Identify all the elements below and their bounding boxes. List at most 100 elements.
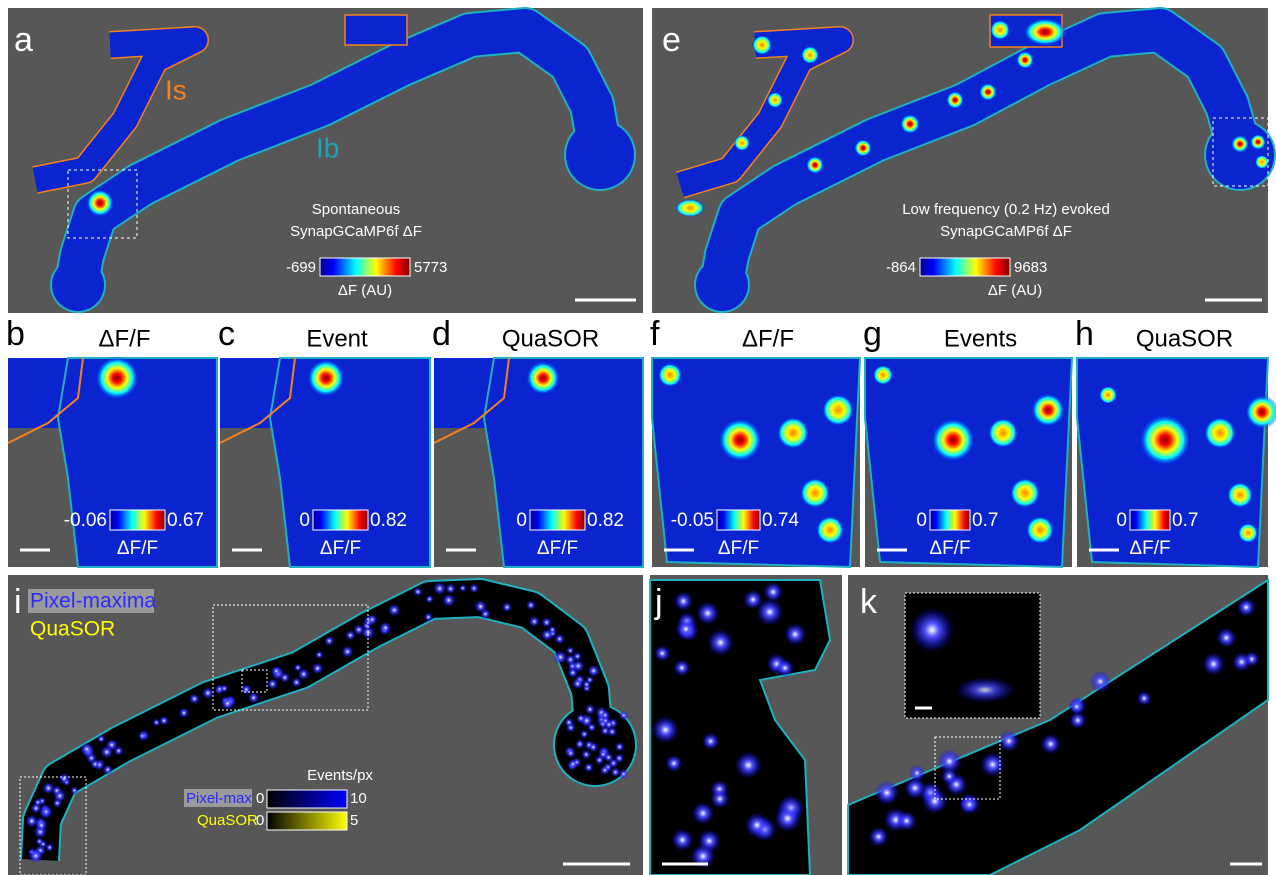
density-blob [784, 623, 806, 645]
colorbar-min: 0 [916, 510, 927, 531]
panel-letter: c [218, 315, 235, 353]
hotspot [988, 418, 1018, 448]
hotspots [675, 199, 705, 217]
colorbar [110, 510, 165, 530]
density-blob [576, 713, 586, 723]
ib-terminal [1206, 121, 1274, 189]
colorbar-title: Events/px [307, 767, 373, 784]
colorbar-min: 0 [1116, 510, 1127, 531]
panel-k: k [848, 575, 1268, 875]
density-blob [315, 650, 324, 659]
density-blob [433, 582, 446, 595]
hotspot [1204, 417, 1236, 449]
density-blob [1041, 734, 1061, 754]
density-blob [90, 759, 100, 769]
ib-terminal [58, 358, 217, 567]
density-blob [998, 730, 1019, 751]
density-blob [1237, 598, 1256, 617]
hotspots [1255, 155, 1269, 169]
caption: SynapGCaMP6f ΔF [290, 223, 422, 240]
density-blob [960, 795, 980, 815]
colorbar-label: ΔF/F [537, 538, 578, 559]
colorbar-min: -0.05 [671, 510, 714, 531]
density-blob [25, 814, 38, 827]
colorbar [530, 510, 585, 530]
density-blob [588, 742, 598, 752]
colorbar-max: 10 [350, 790, 367, 807]
density-blob [298, 668, 310, 680]
hotspot [307, 359, 345, 397]
density-blob [388, 604, 401, 617]
hotspot [718, 418, 762, 462]
colorbar-min: -864 [886, 259, 916, 276]
density-blob [35, 837, 43, 845]
panel-i: i Pixel-maxima QuaSOR Events/px Pixel-ma… [8, 575, 643, 875]
colorbar [930, 510, 970, 530]
density-blob [566, 646, 574, 654]
density-blob [271, 666, 282, 677]
density-blob [554, 634, 565, 645]
hotspots [801, 46, 819, 64]
density-blob [665, 755, 682, 772]
colorbar-max: 0.82 [587, 510, 624, 531]
colorbar-label: ΔF/F [1129, 538, 1170, 559]
hotspot [658, 363, 682, 387]
colorbar [267, 812, 347, 830]
density-blob [97, 735, 105, 743]
density-blob [922, 789, 947, 814]
colorbar-max: 0.74 [762, 510, 799, 531]
density-blob [52, 785, 62, 795]
density-blob [379, 622, 391, 634]
hotspot [1031, 393, 1065, 427]
density-blob [595, 755, 605, 765]
panel-title: Event [306, 325, 368, 352]
density-blob [80, 742, 94, 756]
hotspots [979, 83, 997, 101]
hotspot [526, 361, 560, 395]
density-blob [59, 773, 70, 784]
hotspots [806, 156, 824, 174]
colorbar-max: 5 [350, 812, 358, 829]
caption: Low frequency (0.2 Hz) evoked [902, 201, 1110, 218]
density-blob [763, 582, 783, 602]
colorbar [313, 510, 368, 530]
annotation: Ib [316, 132, 339, 163]
hotspot [1227, 482, 1253, 508]
panel-e: e Low frequency (0.2 Hz) evoked SynapGCa… [652, 8, 1276, 313]
density-blob [702, 733, 719, 750]
hotspots [854, 139, 872, 157]
density-blob [312, 662, 324, 674]
panel-j: j [650, 575, 842, 875]
colorbar-min: 0 [256, 812, 264, 829]
density-blob [652, 716, 679, 743]
colorbar-label: ΔF/F [929, 538, 970, 559]
density-blob [1090, 671, 1111, 692]
density-blob [502, 602, 512, 612]
detail-panels: bΔF/F-0.060.67ΔF/FcEvent00.82ΔF/FdQuaSOR… [6, 315, 1276, 567]
hotspot [931, 418, 975, 462]
colorbar-label: ΔF (AU) [988, 282, 1042, 299]
hotspot [1099, 386, 1117, 404]
hotspots [990, 20, 1010, 40]
colorbar [717, 510, 760, 530]
hotspots [752, 35, 772, 55]
density-blob [341, 645, 353, 657]
caption: Spontaneous [312, 201, 400, 218]
density-blob [897, 811, 917, 831]
hotspot [95, 356, 139, 400]
panel-letter: j [654, 583, 663, 621]
density-blob [1232, 652, 1251, 671]
density-blob [566, 723, 576, 733]
colorbar [320, 258, 410, 276]
colorbar-name: QuaSOR [197, 812, 258, 829]
colorbar-min: 0 [299, 510, 310, 531]
density-blob [1137, 691, 1152, 706]
hotspot [1238, 523, 1258, 543]
density-blob [710, 789, 729, 808]
density-blob [189, 693, 200, 704]
density-blob [910, 608, 954, 652]
density-blob [619, 769, 629, 779]
density-blob [604, 720, 614, 730]
ib-terminal [484, 358, 643, 567]
